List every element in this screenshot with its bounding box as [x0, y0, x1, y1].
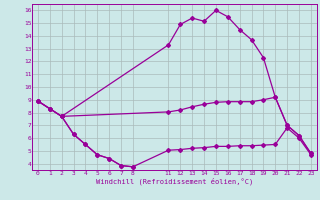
X-axis label: Windchill (Refroidissement éolien,°C): Windchill (Refroidissement éolien,°C)	[96, 177, 253, 185]
